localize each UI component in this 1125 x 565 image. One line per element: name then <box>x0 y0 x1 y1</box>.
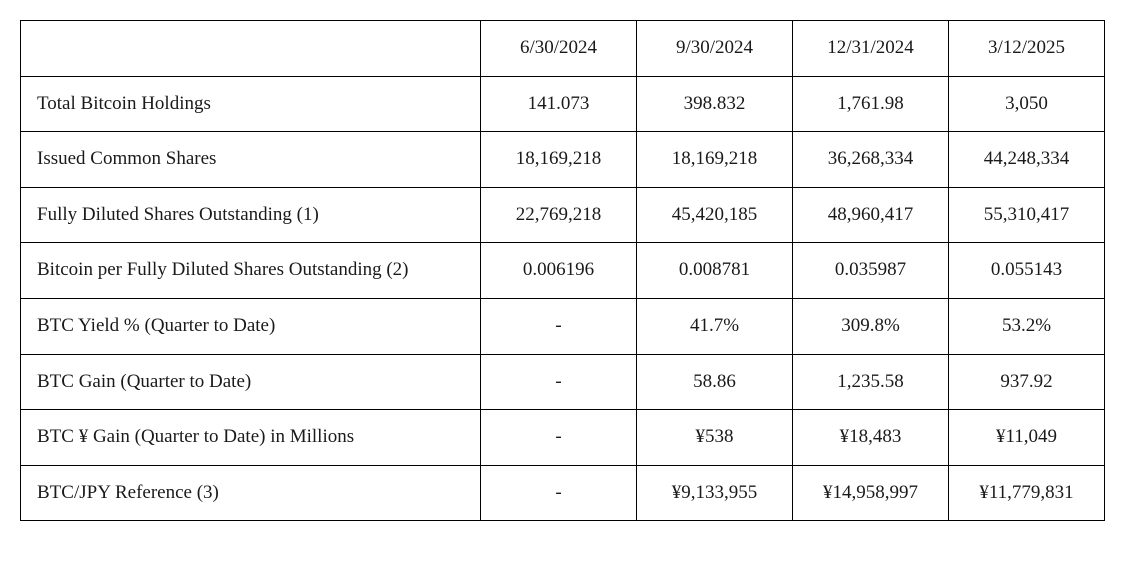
row-label: BTC/JPY Reference (3) <box>21 465 481 521</box>
table-row: Bitcoin per Fully Diluted Shares Outstan… <box>21 243 1105 299</box>
cell: ¥11,779,831 <box>949 465 1105 521</box>
cell: ¥11,049 <box>949 410 1105 466</box>
cell: ¥14,958,997 <box>793 465 949 521</box>
cell: - <box>481 354 637 410</box>
row-label: Issued Common Shares <box>21 132 481 188</box>
col-header: 9/30/2024 <box>637 21 793 77</box>
cell: 398.832 <box>637 76 793 132</box>
cell: 0.006196 <box>481 243 637 299</box>
table-row: Fully Diluted Shares Outstanding (1) 22,… <box>21 187 1105 243</box>
table-row: Total Bitcoin Holdings 141.073 398.832 1… <box>21 76 1105 132</box>
row-label: Total Bitcoin Holdings <box>21 76 481 132</box>
cell: 48,960,417 <box>793 187 949 243</box>
cell: 1,235.58 <box>793 354 949 410</box>
cell: ¥9,133,955 <box>637 465 793 521</box>
table-header-row: 6/30/2024 9/30/2024 12/31/2024 3/12/2025 <box>21 21 1105 77</box>
cell: 53.2% <box>949 298 1105 354</box>
cell: 22,769,218 <box>481 187 637 243</box>
cell: ¥18,483 <box>793 410 949 466</box>
cell: 36,268,334 <box>793 132 949 188</box>
cell: 0.035987 <box>793 243 949 299</box>
cell: 309.8% <box>793 298 949 354</box>
cell: - <box>481 410 637 466</box>
cell: - <box>481 465 637 521</box>
cell: 44,248,334 <box>949 132 1105 188</box>
cell: 937.92 <box>949 354 1105 410</box>
col-header: 6/30/2024 <box>481 21 637 77</box>
row-label: BTC Yield % (Quarter to Date) <box>21 298 481 354</box>
table-row: BTC Yield % (Quarter to Date) - 41.7% 30… <box>21 298 1105 354</box>
header-empty-cell <box>21 21 481 77</box>
row-label: Fully Diluted Shares Outstanding (1) <box>21 187 481 243</box>
cell: 41.7% <box>637 298 793 354</box>
financial-table: 6/30/2024 9/30/2024 12/31/2024 3/12/2025… <box>20 20 1105 521</box>
cell: 58.86 <box>637 354 793 410</box>
row-label: Bitcoin per Fully Diluted Shares Outstan… <box>21 243 481 299</box>
cell: 55,310,417 <box>949 187 1105 243</box>
table-row: BTC ¥ Gain (Quarter to Date) in Millions… <box>21 410 1105 466</box>
cell: 141.073 <box>481 76 637 132</box>
cell: 1,761.98 <box>793 76 949 132</box>
cell: 18,169,218 <box>637 132 793 188</box>
cell: 0.055143 <box>949 243 1105 299</box>
col-header: 3/12/2025 <box>949 21 1105 77</box>
row-label: BTC Gain (Quarter to Date) <box>21 354 481 410</box>
table-row: BTC Gain (Quarter to Date) - 58.86 1,235… <box>21 354 1105 410</box>
table-row: BTC/JPY Reference (3) - ¥9,133,955 ¥14,9… <box>21 465 1105 521</box>
cell: 3,050 <box>949 76 1105 132</box>
cell: - <box>481 298 637 354</box>
cell: 45,420,185 <box>637 187 793 243</box>
cell: ¥538 <box>637 410 793 466</box>
row-label: BTC ¥ Gain (Quarter to Date) in Millions <box>21 410 481 466</box>
cell: 18,169,218 <box>481 132 637 188</box>
col-header: 12/31/2024 <box>793 21 949 77</box>
cell: 0.008781 <box>637 243 793 299</box>
table-row: Issued Common Shares 18,169,218 18,169,2… <box>21 132 1105 188</box>
